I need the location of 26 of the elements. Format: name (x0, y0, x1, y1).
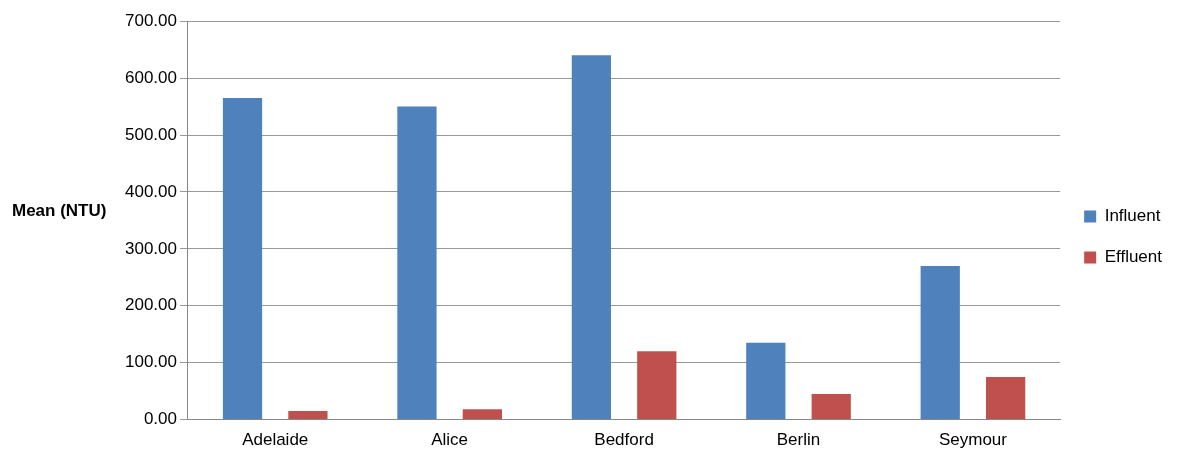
bar (920, 265, 960, 420)
bar (571, 55, 611, 420)
y-tick-label: 0.00 (143, 409, 177, 429)
y-tick-label: 500.00 (125, 124, 177, 144)
bar (397, 106, 437, 420)
y-tick-label: 700.00 (125, 10, 177, 30)
legend-label: Effluent (1104, 247, 1163, 267)
y-axis-title: Mean (NTU) (11, 201, 108, 222)
x-tick-label: Bedford (594, 430, 654, 450)
bar (811, 393, 851, 420)
y-tick-label: 300.00 (125, 238, 177, 258)
x-tick-label: Alice (431, 430, 469, 450)
x-tick-label: Adelaide (242, 430, 309, 450)
x-tick-label: Berlin (776, 430, 821, 450)
y-tick-label: 600.00 (125, 67, 177, 87)
bar (746, 342, 786, 420)
bar (462, 409, 502, 420)
bar (637, 351, 677, 420)
y-tick-label: 100.00 (125, 352, 177, 372)
y-tick-label: 400.00 (125, 181, 177, 201)
bar (288, 411, 328, 420)
x-tick-label: Seymour (938, 430, 1008, 450)
bar (222, 98, 263, 420)
legend-label: Influent (1104, 206, 1161, 226)
bar (986, 376, 1026, 420)
y-tick-label: 200.00 (125, 295, 177, 315)
